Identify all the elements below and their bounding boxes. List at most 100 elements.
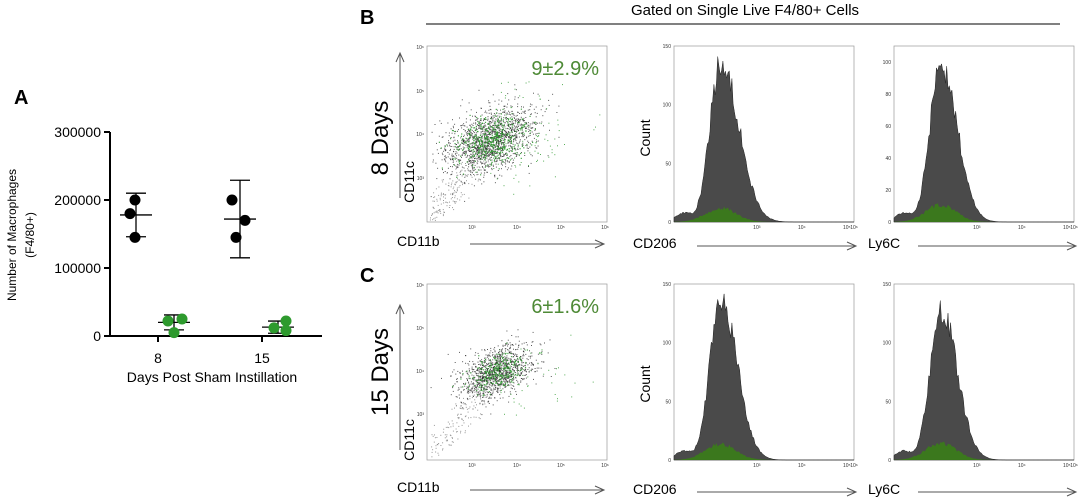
cell-point [471,143,473,145]
cell-point [502,348,503,350]
cell-point [447,156,449,158]
cell-point [439,197,441,199]
cell-point-gated [526,349,528,351]
cell-point [525,374,527,376]
cell-point-gated [484,118,486,120]
cell-point [481,159,483,160]
cell-point [447,421,449,423]
cell-point [492,374,494,376]
cell-point [463,383,464,385]
cell-point-gated [503,185,505,187]
cell-point [490,128,492,130]
cell-point [461,418,463,420]
cell-point-gated [497,366,499,368]
cell-point-gated [487,371,489,373]
cell-point [460,125,462,127]
cell-point [471,368,473,370]
cell-point-gated [484,157,487,159]
cell-point-gated [479,143,481,145]
cell-point-gated [508,157,510,159]
cell-point [469,149,471,151]
cell-point [516,369,518,371]
cell-point-gated [492,382,494,384]
cell-point-gated [515,149,517,151]
cell-point [442,213,444,215]
cell-point [491,370,492,372]
cell-point [536,147,538,149]
cell-point-gated [487,151,490,153]
cell-point [479,167,481,169]
cell-point-gated [506,153,508,155]
cell-point [440,192,442,194]
cell-point [480,364,482,366]
cell-point-gated [493,357,495,359]
cell-point-gated [489,141,491,143]
cell-point [463,193,465,195]
cell-point [479,372,481,374]
panel-a-point [280,325,292,337]
cell-point [492,165,494,167]
cell-point [489,125,491,126]
cell-point [506,373,508,375]
cell-point-gated [464,142,466,144]
cell-point-gated [489,144,492,146]
cell-point [430,196,432,198]
cell-point [476,372,478,374]
cell-point [513,141,515,143]
cell-point [468,170,470,172]
cell-point [484,377,486,378]
cell-point [511,361,513,363]
cell-point-gated [525,122,527,124]
cell-point [492,352,494,354]
cell-point [512,153,514,155]
cell-point [487,386,488,388]
cell-point [508,380,510,382]
cell-point [480,151,482,153]
cell-point [515,89,517,91]
cell-point [469,151,471,152]
cell-point [484,385,485,387]
cell-point [452,160,454,162]
cell-point-gated [454,158,456,160]
cell-point-gated [517,361,519,363]
cell-point-gated [487,377,489,379]
cell-point [478,136,480,138]
cell-point [431,456,433,458]
cell-point-gated [497,147,499,149]
cell-point-gated [521,132,523,135]
cell-point-gated [523,125,525,127]
cell-point [488,166,490,168]
cell-point [534,130,536,131]
cell-point [457,178,458,180]
cell-point [494,388,496,390]
cell-point [489,129,491,131]
cell-point [480,153,482,155]
cell-point [478,145,479,147]
cell-point [510,137,511,138]
cell-point [498,144,500,146]
cell-point-gated [520,348,522,350]
cell-point [454,184,456,186]
cell-point [488,155,490,157]
cell-point [476,162,478,163]
cell-point [490,370,492,372]
cell-point [478,379,479,381]
cell-point-gated [495,135,497,137]
cell-point [518,130,520,132]
cell-point [482,380,484,382]
cell-point-gated [502,353,504,355]
cell-point [530,355,531,357]
cell-point-gated [465,153,467,155]
cell-point [530,127,532,129]
cell-point [468,369,470,371]
cell-point [529,357,531,359]
cell-point [465,152,467,154]
cell-point [480,131,482,133]
cell-point [487,127,489,129]
cell-point-gated [490,142,492,144]
cell-point [503,130,505,132]
cell-point-gated [543,373,545,375]
cell-point [482,151,484,153]
cell-point-gated [485,139,487,141]
cell-point [451,157,453,159]
